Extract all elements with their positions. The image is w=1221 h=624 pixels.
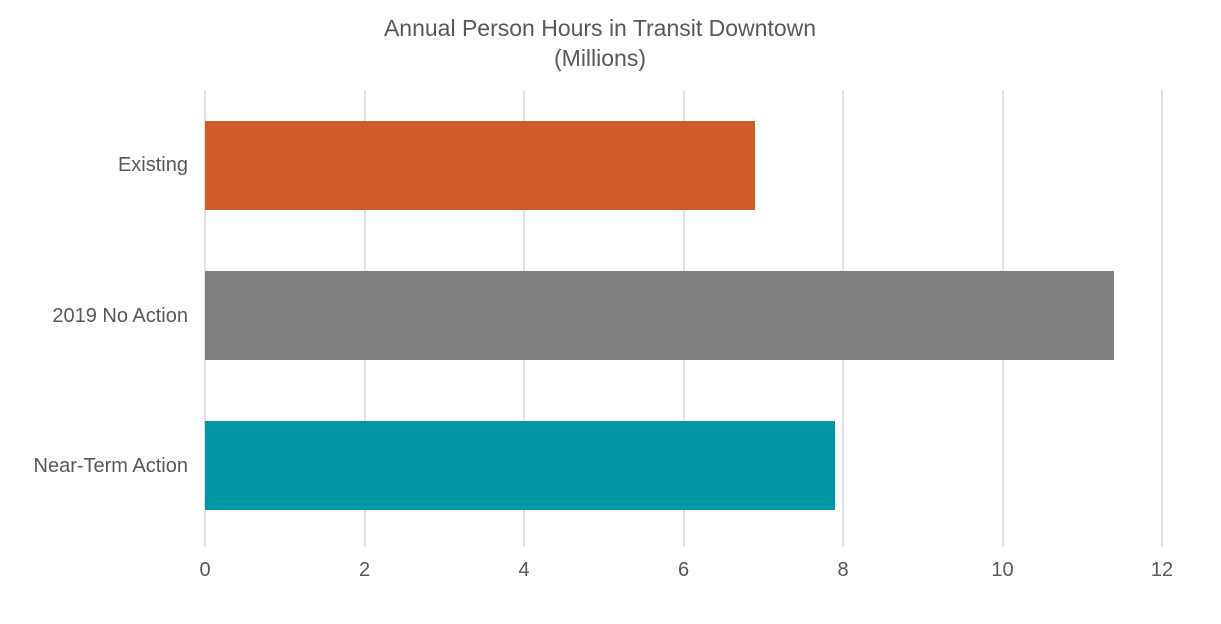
chart-title-line1: Annual Person Hours in Transit Downtown — [383, 15, 817, 41]
x-tick-label-8: 8 — [837, 559, 849, 581]
category-label-existing: Existing — [117, 154, 188, 177]
x-tick-label-10: 10 — [991, 559, 1014, 581]
bar-2019-no-action — [205, 271, 1115, 360]
gridline-x-12 — [1161, 90, 1163, 547]
x-tick-label-4: 4 — [518, 559, 530, 581]
category-label-2019-no-action: 2019 No Action — [52, 304, 188, 327]
plot-area — [204, 90, 1163, 547]
bar-existing — [205, 120, 756, 210]
bar-near-term-action — [205, 421, 836, 511]
chart-title-line2: (Millions) — [554, 45, 646, 71]
x-tick-label-6: 6 — [677, 559, 690, 581]
category-label-near-term-action: Near-Term Action — [33, 454, 189, 477]
x-tick-label-2: 2 — [358, 559, 371, 581]
x-tick-label-12: 12 — [1150, 559, 1174, 581]
chart-title: Annual Person Hours in Transit Downtown … — [0, 13, 1200, 73]
x-tick-label-0: 0 — [199, 559, 211, 581]
